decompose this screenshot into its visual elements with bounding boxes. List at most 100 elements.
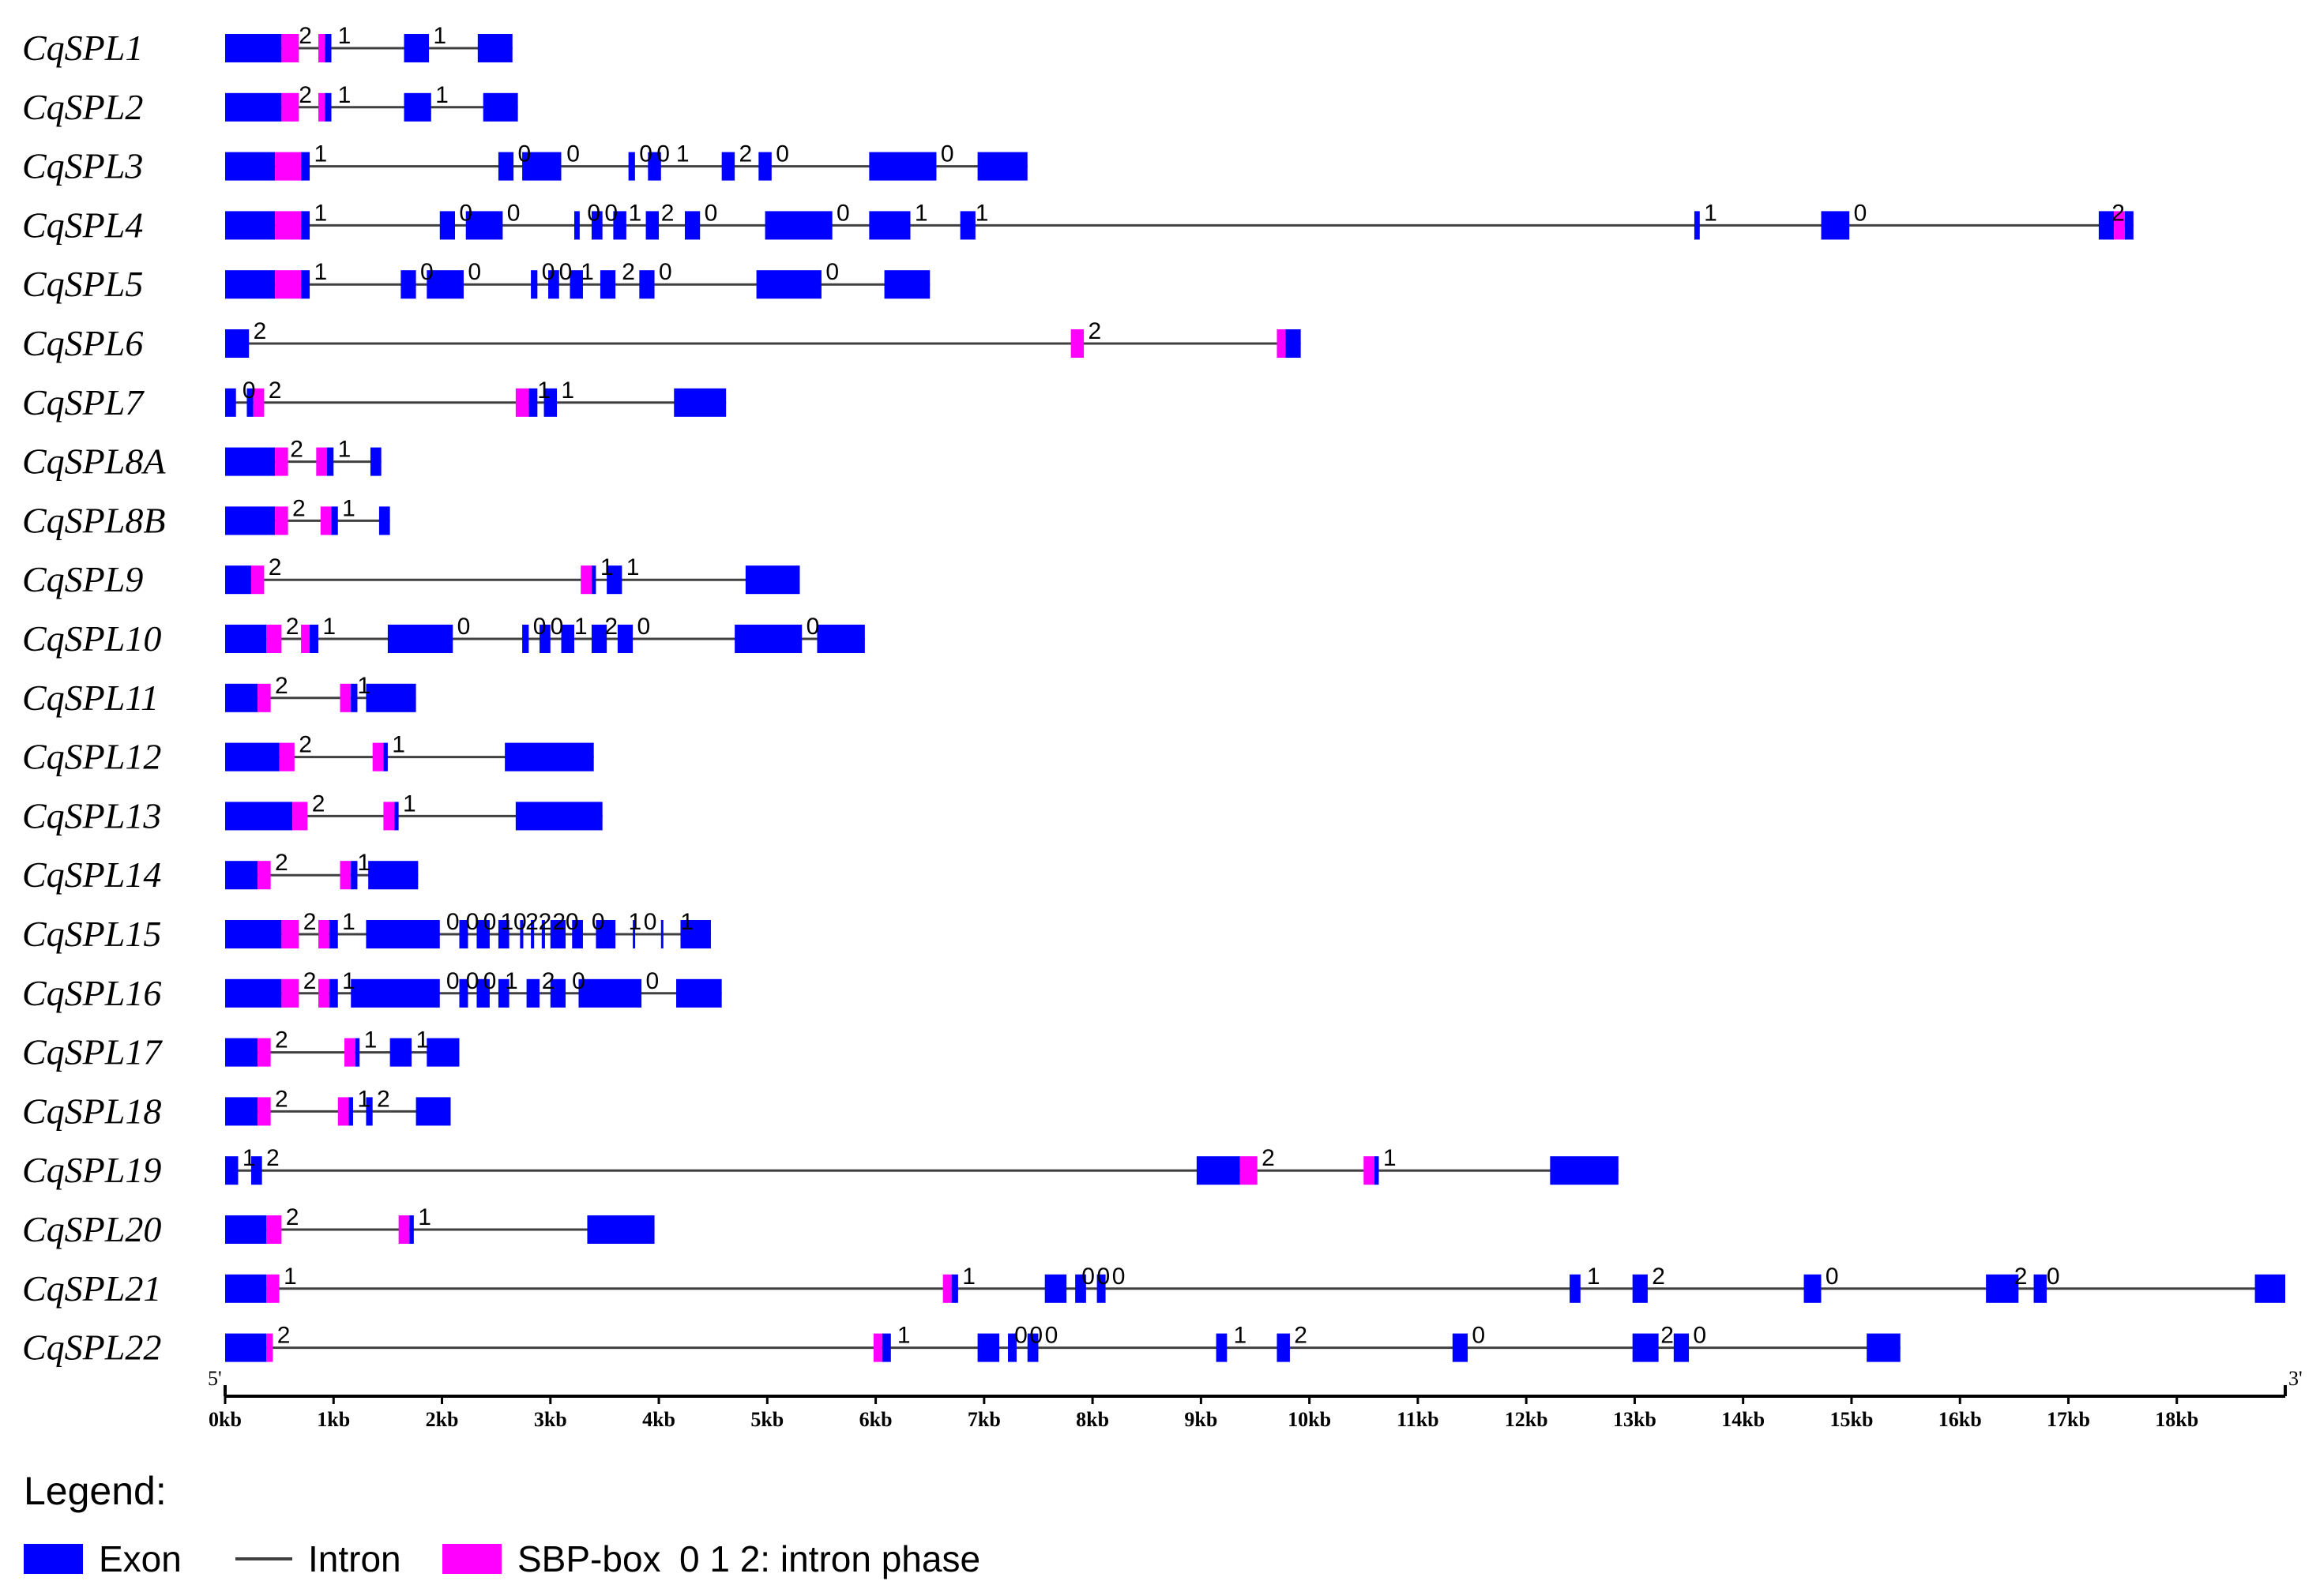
sbp-box	[1363, 1156, 1374, 1185]
sbp-box	[266, 1215, 282, 1244]
sbp-box	[383, 802, 395, 831]
intron-phase-label: 0	[592, 909, 605, 935]
intron-phase-label: 0	[459, 200, 472, 226]
sbp-box	[281, 34, 299, 62]
exon	[404, 92, 431, 122]
intron-phase-label: 0	[566, 141, 580, 167]
exon	[735, 625, 803, 653]
exon	[869, 211, 911, 240]
intron-phase-label: 2	[377, 1086, 390, 1112]
intron-phase-label: 2	[622, 259, 635, 285]
intron-phase-label: 2	[275, 850, 288, 876]
exon	[366, 683, 416, 712]
five-prime-label: 5'	[208, 1367, 222, 1390]
intron-phase-label: 1	[357, 1086, 370, 1112]
gene-name: CqSPL7	[22, 382, 145, 422]
exon	[427, 1038, 460, 1067]
exon	[246, 388, 254, 417]
intron-phase-label: 2	[312, 790, 325, 817]
intron-phase-label: 2	[286, 1204, 299, 1230]
exon	[370, 447, 382, 476]
sbp-box	[292, 802, 308, 831]
intron-phase-label: 1	[433, 23, 446, 49]
sbp-box	[1239, 1156, 1258, 1185]
gene-track-cqspl13: CqSPL13 2 1	[22, 790, 603, 836]
intron-phase-label: 2	[539, 909, 552, 935]
intron-phase-label: 1	[392, 732, 405, 758]
intron-phase-label: 0	[507, 200, 521, 226]
exon	[578, 978, 642, 1008]
exon	[1075, 1274, 1086, 1303]
exon	[633, 920, 636, 948]
intron-phase-label: 0	[659, 259, 672, 285]
exon	[520, 920, 524, 948]
intron-phase-label: 2	[661, 200, 675, 226]
sbp-box	[281, 978, 299, 1008]
gene-name: CqSPL17	[22, 1032, 163, 1072]
intron-phase-label: 0	[1045, 1323, 1058, 1349]
exon	[1803, 1274, 1822, 1303]
exon	[225, 565, 251, 595]
intron-phase-label: 1	[1704, 200, 1717, 226]
exon	[225, 802, 293, 831]
intron-phase-label: 2	[552, 909, 566, 935]
exon	[676, 978, 722, 1008]
intron-phase-label: 1	[915, 200, 928, 226]
intron-phase-label: 2	[303, 909, 317, 935]
sbp-box	[318, 920, 329, 948]
intron-phase-label: 0	[1854, 200, 1867, 226]
intron-phase-label: 0	[587, 200, 600, 226]
exon	[515, 802, 603, 831]
axis-tick-label: 4kb	[642, 1408, 675, 1431]
intron-phase-label: 2	[290, 437, 303, 463]
legend-exon-label: Exon	[99, 1538, 182, 1579]
exon	[522, 625, 529, 653]
intron-phase-label: 0	[1029, 1323, 1043, 1349]
exon	[1632, 1274, 1648, 1303]
axis-tick-label: 18kb	[2155, 1408, 2198, 1431]
exon	[465, 211, 503, 240]
intron-phase-label: 0	[656, 141, 670, 167]
exon	[498, 152, 514, 181]
gene-name: CqSPL22	[22, 1327, 161, 1368]
sbp-box	[250, 565, 265, 595]
intron-phase-label: 1	[322, 614, 336, 640]
exon	[817, 625, 865, 653]
intron-phase-label: 2	[275, 673, 288, 699]
exon	[561, 625, 574, 653]
intron-phase-label: 0	[542, 259, 555, 285]
intron-phase-label: 1	[415, 1027, 429, 1053]
sbp-box	[258, 1038, 271, 1067]
intron-phase-label: 0	[837, 200, 850, 226]
sbp-box	[1070, 329, 1085, 358]
exon	[639, 270, 655, 299]
exon	[459, 920, 468, 948]
gene-name: CqSPL4	[22, 205, 143, 245]
intron-phase-label: 2	[275, 1027, 288, 1053]
exon	[225, 1038, 258, 1067]
sbp-box	[515, 388, 529, 417]
intron-phase-label: 1	[364, 1027, 378, 1053]
intron-phase-label: 1	[435, 82, 449, 108]
exon	[329, 920, 338, 948]
intron-phase-label: 0	[645, 968, 659, 994]
intron-phase-label: 1	[284, 1264, 297, 1290]
exon	[1986, 1274, 2019, 1303]
sbp-box	[1277, 329, 1286, 358]
sbp-box	[266, 1274, 280, 1303]
exon	[351, 861, 358, 890]
intron-phase-label: 1	[629, 909, 642, 935]
intron-phase-label: 2	[604, 614, 618, 640]
gene-track-cqspl16: CqSPL16 2 1 0 0 0 1 2 0 0	[22, 968, 722, 1013]
intron-phase-label: 1	[1587, 1264, 1600, 1290]
exon	[680, 920, 711, 948]
gene-track-cqspl7: CqSPL7 0 2 1 1	[22, 377, 727, 422]
intron-phase-label: 0	[566, 909, 579, 935]
exon	[573, 211, 580, 240]
exon	[869, 152, 937, 181]
exon	[327, 447, 334, 476]
exon	[526, 978, 540, 1008]
intron-phase-label: 2	[266, 1145, 280, 1171]
axis-tick-label: 1kb	[317, 1408, 350, 1431]
exon	[310, 625, 319, 653]
